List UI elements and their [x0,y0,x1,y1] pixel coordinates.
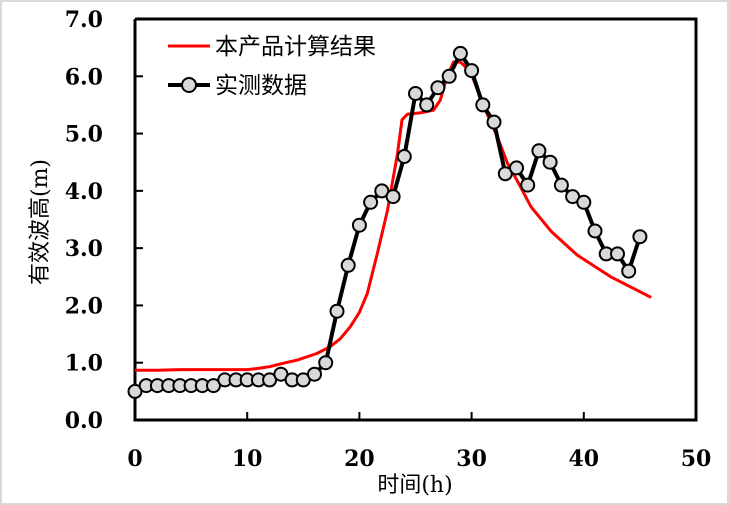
observed-data-point [430,80,446,96]
y-tick-label: 1.0 [65,351,103,377]
series-layer [127,45,652,399]
y-axis-tick-labels: 0.0 1.0 2.0 3.0 4.0 5.0 6.0 7.0 [65,7,103,434]
observed-data-point [452,45,468,61]
y-axis-ticks [135,75,143,364]
x-tick-label: 30 [456,446,487,472]
observed-data-point [408,86,423,101]
y-tick-label: 5.0 [65,122,103,148]
x-tick-label: 20 [344,446,375,472]
axis-frame [133,17,698,422]
legend: 本产品计算结果 实测数据 [168,34,376,99]
observed-data-point [351,217,367,233]
y-tick-label: 4.0 [65,179,103,205]
observed-data-point [632,229,648,245]
model-result-line [135,60,652,372]
x-axis-title: 时间(h) [377,473,452,498]
legend-label-model: 本产品计算结果 [215,34,376,60]
observed-data-point [621,263,637,279]
plot-area [127,17,698,422]
x-tick-label: 40 [568,446,599,472]
observed-data-point [610,246,625,262]
y-axis-title: 有效波高(m) [28,159,53,285]
series-1 [127,45,648,399]
observed-data-point [542,154,558,170]
legend-label-observed: 实测数据 [215,73,307,99]
y-tick-label: 3.0 [65,236,103,262]
x-tick-label: 0 [127,446,142,472]
x-tick-label: 10 [232,446,263,472]
observed-data-point [329,303,345,319]
observed-data-point [340,257,356,273]
legend-item-model: 本产品计算结果 [168,34,376,60]
observed-data-line [134,51,642,394]
x-axis-tick-labels: 0 10 20 30 40 50 [127,446,711,472]
y-tick-label: 6.0 [65,64,103,90]
x-tick-label: 50 [681,446,712,472]
observed-data-point [419,97,435,113]
observed-data-point [385,189,401,205]
observed-data-point [396,149,412,164]
observed-data-point [531,143,547,159]
y-tick-label: 0.0 [65,408,103,434]
observed-data-point [576,194,592,210]
y-tick-label: 2.0 [65,293,103,319]
legend-item-observed: 实测数据 [168,73,307,99]
observed-data-point [475,97,491,113]
observed-data-point [553,177,569,193]
series-0 [135,60,652,372]
observed-data-point [509,160,524,176]
observed-data-point [464,63,480,79]
observed-data-point [307,366,322,382]
observed-data-point [587,223,603,239]
observed-data-point [441,68,457,84]
x-axis-ticks [246,412,585,420]
observed-data-point [486,114,502,130]
y-tick-label: 7.0 [65,7,103,33]
observed-data-point [520,177,536,193]
legend-marker-observed [181,77,197,93]
observed-data-point [318,355,334,371]
observed-data-point [363,194,379,210]
